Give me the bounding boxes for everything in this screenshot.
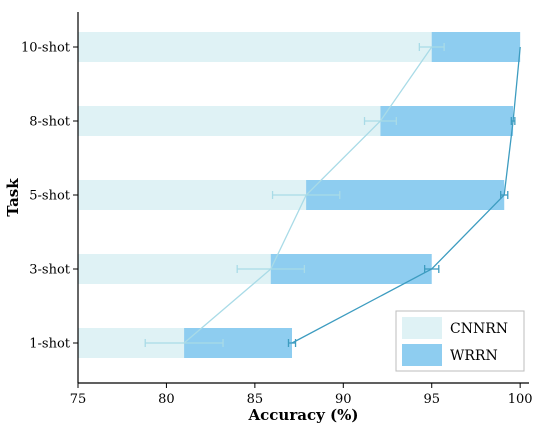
y-tick-label-10-shot: 10-shot (21, 41, 71, 56)
errorbar-cnnrn-5-shot (271, 191, 341, 199)
errorbar-wrrn-5-shot (500, 191, 509, 199)
y-tick-label-8-shot: 8-shot (29, 115, 71, 130)
x-tick-label-85: 85 (247, 392, 264, 407)
x-tick-label-80: 80 (158, 392, 175, 407)
y-tick-label-5-shot: 5-shot (29, 189, 71, 204)
errorbar-wrrn-8-shot (510, 117, 516, 125)
x-tick-label-100: 100 (508, 392, 533, 407)
lines-layer (144, 43, 521, 347)
y-tick-label-1-shot: 1-shot (29, 337, 71, 352)
y-axis-title: Task (4, 178, 22, 217)
axes-layer: 75 80 85 90 95 100 1-shot 3-shot 5-shot 8-shot 10-… (21, 12, 533, 407)
legend-swatch-wrrn (402, 344, 442, 366)
errorbar-cnnrn-10-shot (418, 43, 445, 51)
x-tick-label-75: 75 (70, 392, 87, 407)
y-tick-label-3-shot: 3-shot (29, 263, 71, 278)
errorbar-cnnrn-3-shot (236, 265, 306, 273)
x-tick-label-90: 90 (335, 392, 352, 407)
errorbar-wrrn-1-shot (287, 339, 297, 347)
x-axis-title: Accuracy (%) (248, 406, 359, 424)
x-tick-label-95: 95 (423, 392, 440, 407)
legend-label-cnnrn: CNNRN (450, 321, 508, 337)
bar-cnnrn-10-shot (78, 32, 432, 62)
legend-swatch-cnnrn (402, 317, 442, 339)
legend: CNNRN WRRN (395, 310, 525, 372)
errorbar-cnnrn-1-shot (144, 339, 224, 347)
bar-cnnrn-8-shot (78, 106, 381, 136)
legend-label-wrrn: WRRN (450, 348, 498, 364)
errorbar-wrrn-3-shot (424, 265, 440, 273)
errorbar-cnnrn-8-shot (363, 117, 398, 125)
bar-cnnrn-5-shot (78, 180, 307, 210)
